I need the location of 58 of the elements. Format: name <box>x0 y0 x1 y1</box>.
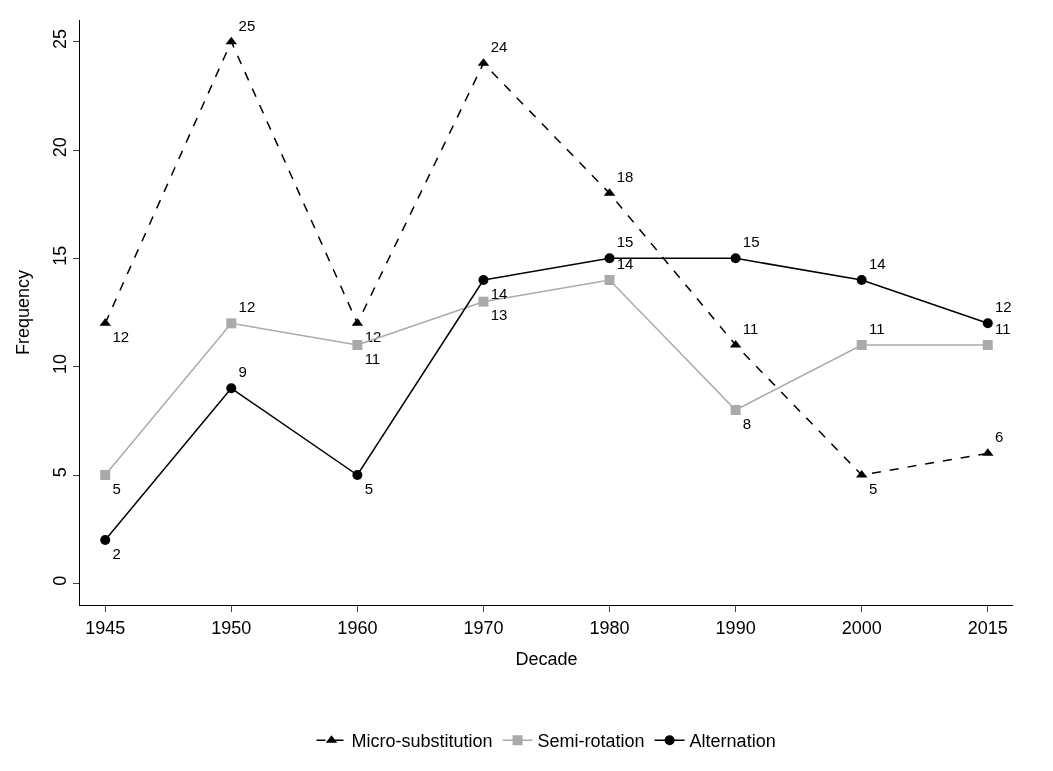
data-label: 5 <box>868 479 878 497</box>
point <box>352 340 363 350</box>
data-label: 11 <box>742 320 759 337</box>
data-label: 14 <box>490 284 508 302</box>
point <box>982 318 993 329</box>
y-tick-label: 15 <box>49 245 70 266</box>
x-tick-label: 2015 <box>967 617 1008 638</box>
data-label: 15 <box>742 233 760 251</box>
data-label: 11 <box>364 349 381 367</box>
point <box>856 340 867 350</box>
point <box>856 275 867 285</box>
data-label: 14 <box>616 255 634 272</box>
data-label: 8 <box>742 414 752 432</box>
data-label: 12 <box>238 298 256 316</box>
point <box>478 296 489 307</box>
point <box>352 470 363 480</box>
point <box>226 318 237 329</box>
data-label: 24 <box>490 38 508 56</box>
data-label: 11 <box>995 320 1011 337</box>
data-label: 5 <box>364 479 373 497</box>
data-label: 18 <box>616 168 634 186</box>
point <box>604 275 615 285</box>
data-label: 12 <box>995 298 1012 316</box>
y-tick-label: 25 <box>49 28 70 49</box>
x-axis-title: Decade <box>515 648 578 669</box>
x-tick-label: 1945 <box>85 617 126 638</box>
point <box>478 275 489 285</box>
data-label: 25 <box>238 16 256 34</box>
point <box>100 535 111 545</box>
x-tick-label: 1960 <box>337 617 378 638</box>
data-label: 11 <box>868 320 885 337</box>
data-label: 13 <box>490 306 508 324</box>
y-tick-label: 5 <box>49 467 70 478</box>
x-tick-label: 1950 <box>211 617 252 638</box>
data-label: 6 <box>995 428 1004 446</box>
data-label: 9 <box>238 363 247 381</box>
data-label: 12 <box>112 327 130 345</box>
data-label: 14 <box>868 255 886 272</box>
point <box>982 340 993 350</box>
point <box>226 383 237 394</box>
point <box>100 470 111 480</box>
y-tick-label: 0 <box>49 575 70 586</box>
legend-label: Micro-substitution <box>351 731 493 752</box>
y-axis-title: Frequency <box>13 269 33 356</box>
point <box>730 253 741 264</box>
data-label: 5 <box>112 479 121 497</box>
point <box>730 405 741 415</box>
legend-label: Alternation <box>689 731 776 752</box>
point <box>604 253 615 264</box>
data-label: 15 <box>616 233 634 251</box>
x-tick-label: 1970 <box>463 617 504 638</box>
x-tick-label: 2000 <box>841 617 882 638</box>
x-tick-label: 1980 <box>589 617 630 638</box>
data-label: 2 <box>112 544 121 562</box>
y-tick-label: 20 <box>49 137 70 158</box>
y-tick-label: 10 <box>49 353 70 374</box>
x-tick-label: 1990 <box>715 617 756 638</box>
legend-label: Semi-rotation <box>537 731 645 752</box>
